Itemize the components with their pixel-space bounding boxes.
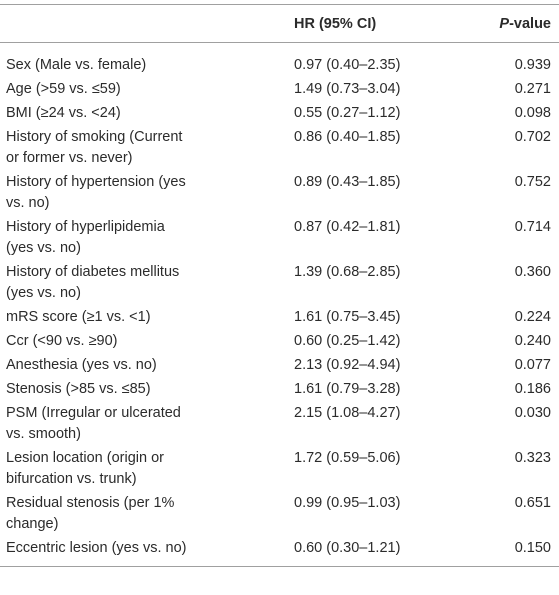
label-line: (yes vs. no) bbox=[6, 285, 81, 301]
label-cell: History of hypertension (yes vs. no) bbox=[0, 171, 280, 216]
table-row: History of diabetes mellitus (yes vs. no)… bbox=[0, 261, 559, 306]
label-cell: PSM (Irregular or ulcerated vs. smooth) bbox=[0, 402, 280, 447]
hr-cell: 1.72 (0.59–5.06) bbox=[294, 450, 401, 466]
p-value-cell: 0.224 bbox=[514, 309, 551, 325]
hr-cell: 0.60 (0.30–1.21) bbox=[294, 540, 401, 556]
label-line: vs. no) bbox=[6, 195, 50, 211]
hr-cell: 1.49 (0.73–3.04) bbox=[294, 81, 401, 97]
p-value-cell: 0.360 bbox=[514, 264, 551, 280]
label-line: vs. smooth) bbox=[6, 426, 81, 442]
header-row: HR (95% CI) P-value bbox=[0, 4, 559, 43]
hr-cell: 0.55 (0.27–1.12) bbox=[294, 105, 401, 121]
table-row: PSM (Irregular or ulcerated vs. smooth) 2.… bbox=[0, 402, 559, 447]
p-value-cell: 0.186 bbox=[514, 381, 551, 397]
p-value-cell: 0.714 bbox=[514, 219, 551, 235]
label-cell: BMI (≥24 vs. <24) bbox=[0, 102, 280, 126]
table-row: Eccentric lesion (yes vs. no) 0.60 (0.30–… bbox=[0, 537, 559, 567]
table-row: History of hyperlipidemia (yes vs. no) 0.8… bbox=[0, 216, 559, 261]
hr-cell: 1.61 (0.79–3.28) bbox=[294, 381, 401, 397]
p-value-cell: 0.240 bbox=[514, 333, 551, 349]
label-line: Eccentric lesion (yes vs. no) bbox=[6, 540, 187, 556]
results-table: HR (95% CI) P-value Sex (Male vs. female… bbox=[0, 4, 559, 567]
hr-cell: 1.61 (0.75–3.45) bbox=[294, 309, 401, 325]
hr-cell: 2.13 (0.92–4.94) bbox=[294, 357, 401, 373]
hr-cell: 0.86 (0.40–1.85) bbox=[294, 129, 401, 145]
label-cell: Residual stenosis (per 1% change) bbox=[0, 492, 280, 537]
table-row: mRS score (≥1 vs. <1) 1.61 (0.75–3.45) 0.2… bbox=[0, 306, 559, 330]
label-line: History of diabetes mellitus bbox=[6, 264, 180, 280]
hr-cell: 2.15 (1.08–4.27) bbox=[294, 405, 401, 421]
label-cell: mRS score (≥1 vs. <1) bbox=[0, 306, 280, 330]
label-line: (yes vs. no) bbox=[6, 240, 81, 256]
label-cell: Stenosis (>85 vs. ≤85) bbox=[0, 378, 280, 402]
hr-cell: 0.87 (0.42–1.81) bbox=[294, 219, 401, 235]
label-cell: History of hyperlipidemia (yes vs. no) bbox=[0, 216, 280, 261]
p-value-cell: 0.150 bbox=[514, 540, 551, 556]
label-line: Sex (Male vs. female) bbox=[6, 57, 147, 73]
header-cell bbox=[0, 4, 280, 43]
table-row: History of hypertension (yes vs. no) 0.89 … bbox=[0, 171, 559, 216]
table-row: History of smoking (Current or former vs.… bbox=[0, 126, 559, 171]
table-row: Residual stenosis (per 1% change) 0.99 (0.… bbox=[0, 492, 559, 537]
label-line: Anesthesia (yes vs. no) bbox=[6, 357, 157, 373]
label-cell: Ccr (<90 vs. ≥90) bbox=[0, 330, 280, 354]
p-value-cell: 0.939 bbox=[514, 57, 551, 73]
header-cell: HR (95% CI) bbox=[280, 4, 464, 43]
p-value-cell: 0.651 bbox=[514, 495, 551, 511]
hr-cell: 1.39 (0.68–2.85) bbox=[294, 264, 401, 280]
label-cell: History of smoking (Current or former vs.… bbox=[0, 126, 280, 171]
p-value-cell: 0.702 bbox=[514, 129, 551, 145]
p-value-cell: 0.271 bbox=[514, 81, 551, 97]
p-value-cell: 0.098 bbox=[514, 105, 551, 121]
label-line: or former vs. never) bbox=[6, 150, 133, 166]
label-line: Ccr (<90 vs. ≥90) bbox=[6, 333, 118, 349]
label-line: Lesion location (origin or bbox=[6, 450, 164, 466]
label-line: change) bbox=[6, 516, 59, 532]
label-cell: History of diabetes mellitus (yes vs. no) bbox=[0, 261, 280, 306]
table-row: Lesion location (origin or bifurcation vs… bbox=[0, 447, 559, 492]
hr-cell: 0.89 (0.43–1.85) bbox=[294, 174, 401, 190]
table-row: BMI (≥24 vs. <24) 0.55 (0.27–1.12) 0.098 bbox=[0, 102, 559, 126]
header-cell: P-value bbox=[463, 4, 559, 43]
label-line: History of hypertension (yes bbox=[6, 174, 186, 190]
p-value-cell: 0.077 bbox=[514, 357, 551, 373]
label-cell: Anesthesia (yes vs. no) bbox=[0, 354, 280, 378]
label-cell: Sex (Male vs. female) bbox=[0, 43, 280, 79]
label-line: PSM (Irregular or ulcerated bbox=[6, 405, 181, 421]
label-cell: Eccentric lesion (yes vs. no) bbox=[0, 537, 280, 567]
label-line: mRS score (≥1 vs. <1) bbox=[6, 309, 151, 325]
p-value-cell: 0.752 bbox=[514, 174, 551, 190]
table-body: Sex (Male vs. female) 0.97 (0.40–2.35) 0.9… bbox=[0, 43, 559, 567]
label-line: History of hyperlipidemia bbox=[6, 219, 165, 235]
table-row: Stenosis (>85 vs. ≤85) 1.61 (0.79–3.28) 0.… bbox=[0, 378, 559, 402]
table-row: Age (>59 vs. ≤59) 1.49 (0.73–3.04) 0.271 bbox=[0, 78, 559, 102]
label-line: Residual stenosis (per 1% bbox=[6, 495, 175, 511]
table-row: Sex (Male vs. female) 0.97 (0.40–2.35) 0.9… bbox=[0, 43, 559, 79]
label-line: BMI (≥24 vs. <24) bbox=[6, 105, 121, 121]
header-italic: P bbox=[499, 15, 510, 32]
table-row: Ccr (<90 vs. ≥90) 0.60 (0.25–1.42) 0.240 bbox=[0, 330, 559, 354]
hr-cell: 0.99 (0.95–1.03) bbox=[294, 495, 401, 511]
label-line: Stenosis (>85 vs. ≤85) bbox=[6, 381, 151, 397]
p-value-cell: 0.030 bbox=[514, 405, 551, 421]
label-line: bifurcation vs. trunk) bbox=[6, 471, 137, 487]
table-row: Anesthesia (yes vs. no) 2.13 (0.92–4.94) 0… bbox=[0, 354, 559, 378]
header-text: -value bbox=[509, 15, 551, 32]
hr-cell: 0.60 (0.25–1.42) bbox=[294, 333, 401, 349]
label-line: History of smoking (Current bbox=[6, 129, 183, 145]
label-cell: Lesion location (origin or bifurcation vs… bbox=[0, 447, 280, 492]
p-value-cell: 0.323 bbox=[514, 450, 551, 466]
label-line: Age (>59 vs. ≤59) bbox=[6, 81, 121, 97]
hr-cell: 0.97 (0.40–2.35) bbox=[294, 57, 401, 73]
label-cell: Age (>59 vs. ≤59) bbox=[0, 78, 280, 102]
